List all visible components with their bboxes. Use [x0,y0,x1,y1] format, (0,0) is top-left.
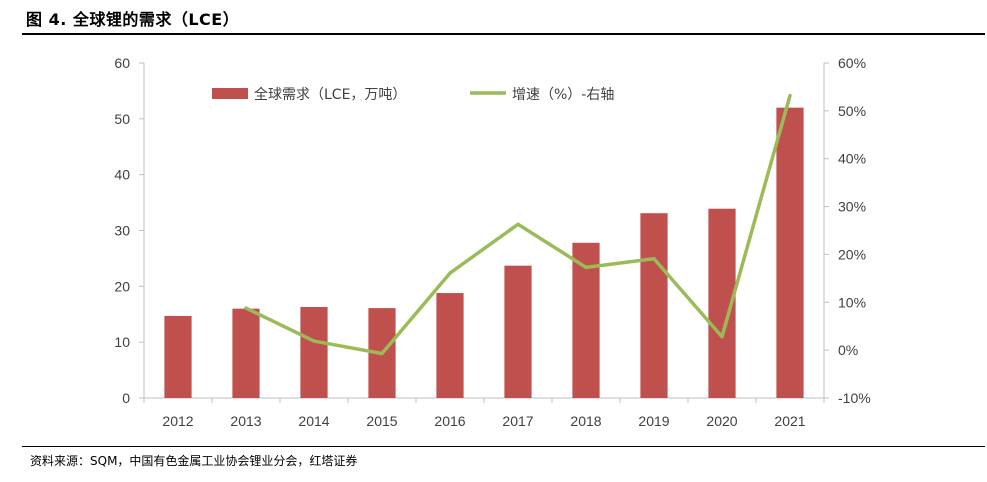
x-tick-label: 2016 [434,413,465,429]
growth-point [584,265,588,269]
right-tick-label: 50% [838,103,866,119]
left-tick-label: 10 [114,334,130,350]
x-tick-label: 2013 [230,413,261,429]
figure-title: 图 4. 全球锂的需求（LCE） [26,10,240,29]
source-note: 资料来源：SQM，中国有色金属工业协会锂业分会，红塔证券 [30,454,358,468]
growth-point [516,222,520,226]
growth-point [788,94,792,98]
x-tick-label: 2020 [706,413,737,429]
bar [504,265,532,398]
left-tick-label: 0 [122,390,130,406]
bar [776,107,804,399]
left-tick-label: 30 [114,223,130,239]
right-tick-label: 10% [838,294,866,310]
bar [640,213,668,398]
bar [164,315,192,398]
growth-point [312,339,316,343]
bar [232,308,260,398]
bar-series [164,107,804,399]
x-tick-label: 2021 [774,413,805,429]
left-tick-label: 40 [114,167,130,183]
bar [300,306,328,398]
legend: 全球需求（LCE，万吨） 增速（%）-右轴 [212,86,614,103]
left-tick-label: 20 [114,278,130,294]
bar [436,293,464,398]
growth-point [244,306,248,310]
x-tick-label: 2015 [366,413,397,429]
right-tick-label: 20% [838,246,866,262]
x-tick-label: 2019 [638,413,669,429]
growth-point [652,257,656,261]
x-tick-label: 2012 [162,413,193,429]
legend-label-bar: 全球需求（LCE，万吨） [254,86,406,103]
top-rule [22,33,985,35]
legend-swatch-bar [212,88,248,99]
right-tick-label: 0% [838,342,858,358]
x-tick-label: 2014 [298,413,329,429]
x-tick-label: 2017 [502,413,533,429]
legend-label-line: 增速（%）-右轴 [512,87,614,103]
right-tick-label: -10% [838,390,871,406]
growth-point [380,351,384,355]
growth-point [720,335,724,339]
bottom-rule [22,446,985,447]
tick-labels: 0 10 20 30 40 50 60 -10% 0% 10% 20% 30% 40% 50% 60% 201… [114,55,870,429]
right-tick-label: 40% [838,151,866,167]
left-tick-label: 50 [114,111,130,127]
x-tick-label: 2018 [570,413,601,429]
right-tick-label: 30% [838,199,866,215]
right-tick-label: 60% [838,55,866,71]
line-series [244,93,792,356]
growth-point [448,271,452,275]
left-tick-label: 60 [114,55,130,71]
